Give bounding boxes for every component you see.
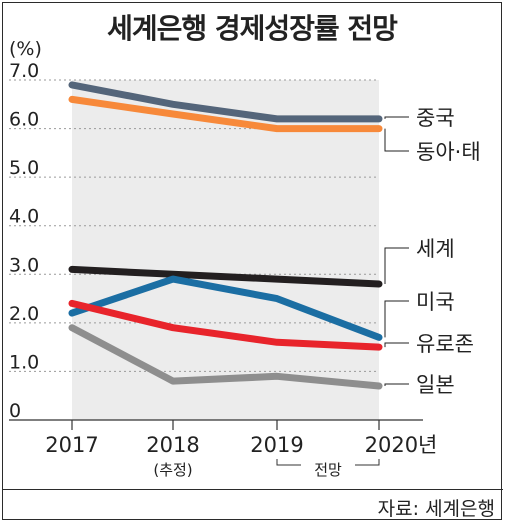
source-row: 자료: 세계은행 bbox=[3, 489, 503, 521]
chart-title: 세계은행 경제성장률 전망 bbox=[107, 12, 398, 45]
series-leader-line bbox=[384, 128, 409, 152]
source-text: 자료: 세계은행 bbox=[377, 498, 495, 520]
y-tick-label: 2.0 bbox=[9, 303, 39, 325]
series-line-1 bbox=[68, 81, 383, 123]
x-tick-label: 2019 bbox=[250, 433, 303, 457]
plot-area-shade bbox=[72, 80, 379, 420]
series-line-4 bbox=[68, 275, 383, 341]
y-axis-unit: (%) bbox=[9, 38, 42, 60]
y-tick-label: 7.0 bbox=[9, 60, 39, 82]
x-tick-label: 2020년 bbox=[365, 433, 438, 457]
x-tick-label: 2017 bbox=[45, 433, 98, 457]
series-leader-line bbox=[384, 300, 409, 338]
series-label: 일본 bbox=[416, 373, 455, 397]
projection-bracket-right bbox=[355, 459, 380, 466]
series-line-2 bbox=[68, 95, 383, 133]
series-label: 동아·태 bbox=[416, 140, 481, 164]
series-leader-line bbox=[384, 383, 409, 386]
series-line-3 bbox=[68, 265, 383, 288]
series-label: 중국 bbox=[416, 106, 455, 130]
y-tick-label: 5.0 bbox=[9, 157, 39, 179]
series-line-6 bbox=[68, 324, 383, 390]
x-tick-note: (추정) bbox=[153, 461, 192, 479]
y-tick-label: 1.0 bbox=[9, 351, 39, 373]
series-label: 유로존 bbox=[416, 332, 474, 356]
series-leader-line bbox=[384, 116, 409, 119]
series-leader-line bbox=[384, 247, 409, 284]
series-label: 세계 bbox=[416, 237, 455, 261]
y-tick-label: 0 bbox=[9, 400, 21, 422]
series-leader-line bbox=[384, 342, 409, 348]
y-tick-label: 3.0 bbox=[9, 254, 39, 276]
y-tick-label: 6.0 bbox=[9, 109, 39, 131]
y-tick-label: 4.0 bbox=[9, 206, 39, 228]
projection-note: 전망 bbox=[314, 461, 342, 479]
chart-canvas: 0 1.0 2.0 3.0 4.0 5.0 6.0 7.0(%) 2017 2018 (추정) 201… bbox=[9, 38, 481, 479]
series-label: 미국 bbox=[416, 290, 455, 314]
projection-bracket-left bbox=[276, 459, 301, 466]
series-line-5 bbox=[68, 299, 383, 351]
x-tick-label: 2018 bbox=[146, 433, 199, 457]
